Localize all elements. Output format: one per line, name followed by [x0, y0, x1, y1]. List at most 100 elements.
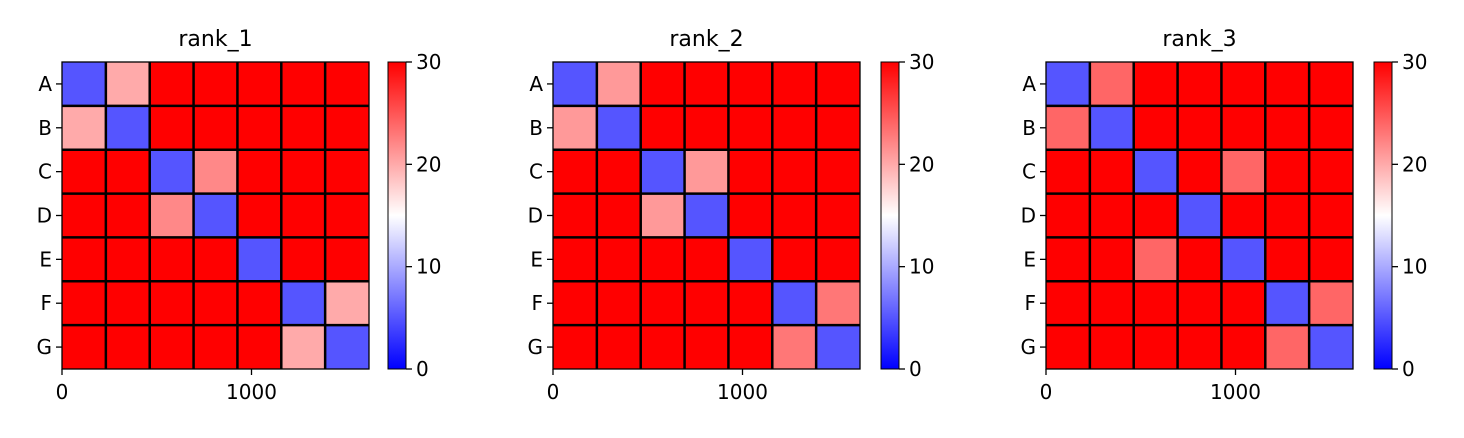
y-tick-label: F	[531, 291, 543, 315]
heatmap-block-C-G	[325, 149, 369, 194]
colorbar-tick-label: 10	[909, 255, 934, 279]
heatmap-block-G-C	[1133, 325, 1178, 369]
heatmap-block-F-A	[1046, 281, 1090, 326]
heatmap-block-B-G	[325, 105, 369, 150]
heatmap-block-F-D	[193, 281, 238, 326]
heatmap-block-G-G	[325, 325, 369, 369]
y-tick-label: E	[530, 247, 543, 271]
colorbar-tick-label: 0	[1402, 357, 1415, 381]
heatmap-block-C-C	[1133, 149, 1178, 194]
heatmap-block-G-B	[596, 325, 641, 369]
heatmap-block-F-C	[149, 281, 194, 326]
heatmap-block-C-C	[149, 149, 194, 194]
heatmap-block-D-G	[1309, 193, 1353, 238]
y-tick-label: D	[1021, 204, 1036, 228]
x-tick-label: 1000	[717, 380, 768, 404]
y-tick-label: D	[37, 204, 52, 228]
heatmap-block-D-D	[684, 193, 729, 238]
heatmap-block-E-F	[1265, 237, 1310, 282]
heatmap-block-A-D	[193, 62, 238, 106]
colorbar	[880, 61, 900, 370]
heatmap-block-B-E	[728, 105, 773, 150]
heatmap-block-G-F	[772, 325, 817, 369]
heatmap-block-F-D	[684, 281, 729, 326]
colorbar-tick-label: 10	[416, 255, 441, 279]
heatmap-block-D-D	[193, 193, 238, 238]
heatmap-block-D-B	[1089, 193, 1134, 238]
heatmap-block-B-G	[1309, 105, 1353, 150]
heatmap-block-D-C	[149, 193, 194, 238]
heatmap-block-B-C	[149, 105, 194, 150]
heatmap-block-A-A	[62, 62, 106, 106]
heatmap-block-B-C	[1133, 105, 1178, 150]
heatmap-block-C-E	[728, 149, 773, 194]
heatmap-block-E-A	[62, 237, 106, 282]
heatmap-block-C-D	[1177, 149, 1222, 194]
heatmap-block-F-E	[1221, 281, 1266, 326]
y-tick-label: E	[1023, 247, 1036, 271]
heatmap-block-G-D	[193, 325, 238, 369]
heatmap-block-C-F	[772, 149, 817, 194]
heatmap-block-G-C	[149, 325, 194, 369]
heatmap-block-G-B	[105, 325, 150, 369]
heatmap-block-G-C	[640, 325, 685, 369]
y-tick-label: A	[529, 72, 543, 96]
heatmap-block-E-A	[1046, 237, 1090, 282]
heatmap-block-A-G	[1309, 62, 1353, 106]
heatmap-block-F-D	[1177, 281, 1222, 326]
heatmap-block-C-C	[640, 149, 685, 194]
heatmap-block-E-C	[1133, 237, 1178, 282]
heatmap-block-G-A	[553, 325, 597, 369]
y-tick-label: A	[38, 72, 52, 96]
y-tick-label: C	[1022, 160, 1036, 184]
heatmap-block-A-F	[281, 62, 326, 106]
heatmap-block-A-C	[640, 62, 685, 106]
x-tick-label: 1000	[226, 380, 277, 404]
panel-title: rank_3	[1162, 27, 1236, 52]
heatmap-block-A-D	[684, 62, 729, 106]
colorbar-tick-label: 20	[909, 152, 934, 176]
heatmap-block-F-F	[772, 281, 817, 326]
heatmap-block-D-A	[1046, 193, 1090, 238]
heatmap-block-C-E	[1221, 149, 1266, 194]
y-tick-label: B	[1022, 116, 1036, 140]
y-tick-label: C	[529, 160, 543, 184]
panel-title: rank_1	[178, 27, 252, 52]
y-tick-label: F	[40, 291, 52, 315]
heatmap-block-B-E	[1221, 105, 1266, 150]
heatmap-block-B-A	[553, 105, 597, 150]
heatmap-block-A-C	[149, 62, 194, 106]
colorbar-tick-label: 0	[416, 357, 429, 381]
heatmap-block-A-G	[325, 62, 369, 106]
heatmap-block-D-G	[325, 193, 369, 238]
heatmap-block-C-F	[281, 149, 326, 194]
colorbar-tick-label: 30	[416, 50, 441, 74]
heatmap-block-A-F	[1265, 62, 1310, 106]
heatmap-block-B-D	[684, 105, 729, 150]
y-tick-label: F	[1024, 291, 1036, 315]
heatmap-block-C-B	[1089, 149, 1134, 194]
heatmap-block-B-C	[640, 105, 685, 150]
heatmap-block-B-B	[1089, 105, 1134, 150]
heatmap-block-F-E	[237, 281, 282, 326]
colorbar	[387, 61, 407, 370]
y-tick-label: E	[39, 247, 52, 271]
y-tick-label: G	[1021, 335, 1037, 359]
heatmap-block-D-G	[816, 193, 860, 238]
heatmap-block-F-F	[1265, 281, 1310, 326]
heatmap-block-D-F	[281, 193, 326, 238]
heatmap-block-F-C	[1133, 281, 1178, 326]
heatmap-block-A-G	[816, 62, 860, 106]
heatmap-block-D-C	[640, 193, 685, 238]
heatmap-block-A-A	[553, 62, 597, 106]
panel-title: rank_2	[669, 27, 743, 52]
heatmap-block-F-B	[596, 281, 641, 326]
heatmap-block-G-E	[1221, 325, 1266, 369]
y-tick-label: C	[38, 160, 52, 184]
heatmap-block-B-B	[596, 105, 641, 150]
heatmap-block-F-B	[1089, 281, 1134, 326]
heatmap-block-E-E	[728, 237, 773, 282]
y-tick-label: A	[1022, 72, 1036, 96]
heatmap-block-D-C	[1133, 193, 1178, 238]
